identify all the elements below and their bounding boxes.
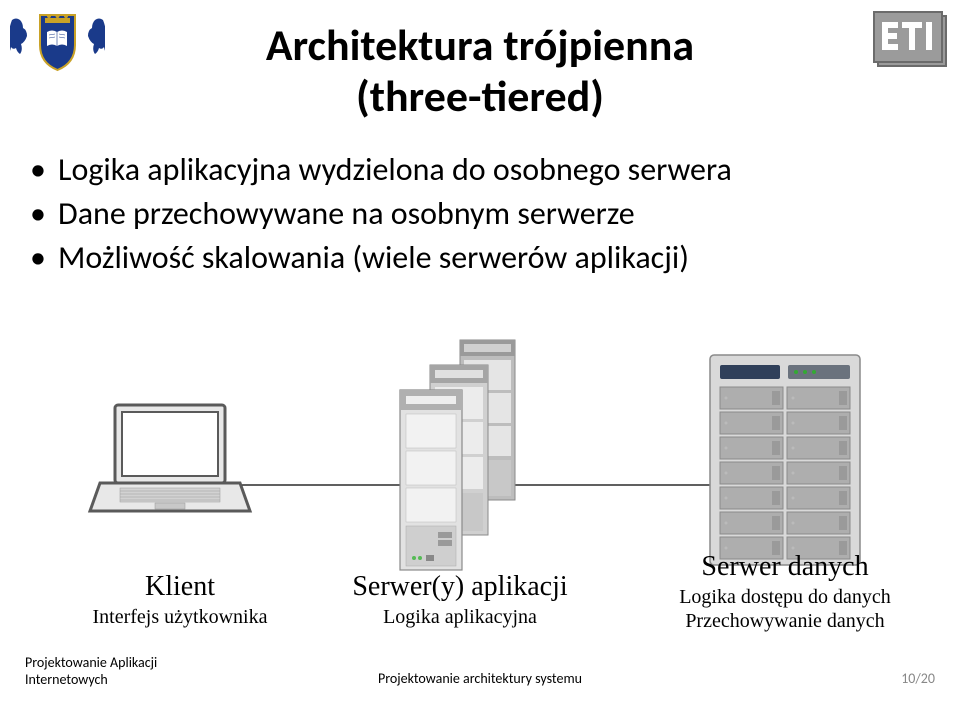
bullet-item: Dane przechowywane na osobnym serwerze [30, 194, 930, 234]
footer-page-number: 10/20 [901, 670, 935, 687]
slide-title: Architektura trójpienna (three-tiered) [0, 20, 960, 121]
server-stack-icon [400, 340, 515, 570]
storage-server-icon [710, 355, 860, 565]
laptop-icon [90, 405, 250, 511]
title-line-1: Architektura trójpienna [266, 18, 694, 72]
dataserver-sublabel-1: Logika dostępu do danych [640, 585, 930, 609]
slide: Architektura trójpienna (three-tiered) L… [0, 0, 960, 707]
client-sublabel: Interfejs użytkownika [80, 605, 280, 629]
appserver-sublabel: Logika aplikacyjna [335, 605, 585, 629]
bullet-item: Logika aplikacyjna wydzielona do osobneg… [30, 150, 930, 190]
architecture-diagram [0, 320, 960, 585]
bullet-item: Możliwość skalowania (wiele serwerów apl… [30, 238, 930, 278]
appserver-label: Serwer(y) aplikacji [335, 572, 585, 603]
dataserver-sublabel-2: Przechowywanie danych [640, 609, 930, 633]
bullet-list: Logika aplikacyjna wydzielona do osobneg… [30, 150, 930, 282]
title-line-2: (three-tiered) [356, 69, 604, 123]
diagram-labels: Klient Interfejs użytkownika Serwer(y) a… [0, 572, 960, 642]
dataserver-label: Serwer danych [640, 552, 930, 583]
client-label: Klient [80, 572, 280, 603]
footer-center: Projektowanie architektury systemu [0, 670, 960, 687]
